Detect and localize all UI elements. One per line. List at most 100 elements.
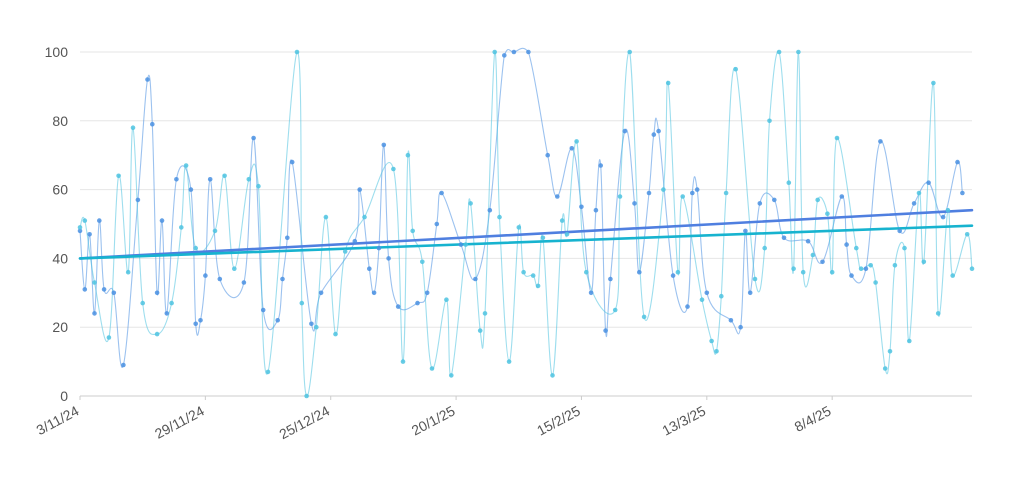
data-point: [665, 80, 671, 86]
point-layer: [77, 49, 975, 399]
data-point: [246, 177, 252, 182]
x-tick-label: 15/2/25: [534, 402, 583, 438]
series-layer: [79, 47, 973, 397]
data-point: [878, 139, 883, 144]
data-point: [670, 273, 676, 278]
data-point: [125, 269, 131, 275]
data-point: [164, 311, 170, 316]
data-point: [415, 300, 420, 306]
x-tick-label: 29/11/24: [152, 402, 207, 441]
data-point: [97, 218, 102, 223]
data-point: [289, 159, 295, 165]
data-point: [159, 218, 165, 223]
data-point: [357, 187, 363, 192]
data-point: [222, 173, 227, 179]
data-point: [767, 118, 772, 124]
data-point: [637, 269, 642, 275]
data-point: [82, 287, 88, 292]
data-point: [530, 273, 536, 278]
data-point: [641, 314, 647, 320]
data-point: [77, 225, 83, 230]
data-point: [154, 331, 160, 337]
data-point: [154, 290, 160, 296]
data-point: [680, 194, 685, 199]
data-point: [694, 187, 700, 192]
data-point: [844, 242, 849, 247]
data-point: [395, 304, 401, 309]
data-point: [627, 49, 632, 55]
data-point: [820, 259, 825, 265]
data-point: [747, 290, 753, 296]
y-tick-label: 0: [60, 388, 68, 404]
data-point: [352, 238, 358, 244]
data-point: [598, 163, 603, 168]
data-point: [106, 335, 112, 340]
data-point: [145, 77, 150, 82]
data-point: [333, 331, 338, 337]
data-point: [386, 256, 391, 261]
data-point: [116, 173, 121, 179]
data-point: [810, 252, 816, 258]
x-tick-label: 3/11/24: [34, 402, 82, 438]
data-point: [690, 190, 695, 196]
data-point: [323, 214, 329, 220]
data-point: [545, 152, 550, 158]
data-point: [632, 201, 637, 206]
data-point: [439, 190, 444, 196]
data-point: [280, 276, 285, 282]
data-point: [140, 300, 145, 306]
data-point: [540, 235, 546, 241]
data-point: [762, 245, 767, 251]
data-point: [719, 293, 724, 299]
data-point: [772, 197, 777, 203]
x-tick-label: 20/1/25: [409, 402, 458, 438]
data-point: [839, 194, 845, 199]
data-point: [275, 318, 281, 323]
data-point: [391, 166, 396, 172]
data-point: [367, 266, 372, 272]
x-tick-label: 25/12/24: [277, 402, 333, 442]
data-point: [482, 311, 488, 316]
data-point: [217, 276, 223, 282]
data-point: [241, 280, 247, 285]
data-point: [781, 235, 787, 241]
data-point: [309, 321, 314, 327]
data-point: [646, 190, 652, 196]
data-point: [805, 238, 811, 244]
data-point: [907, 338, 912, 344]
data-point: [829, 269, 835, 275]
data-point: [304, 393, 309, 399]
data-point: [815, 197, 820, 203]
data-point: [101, 287, 107, 292]
data-point: [473, 276, 478, 282]
data-point: [868, 263, 873, 268]
data-point: [174, 177, 179, 182]
data-point: [497, 214, 502, 220]
data-point: [555, 194, 560, 199]
data-point: [487, 207, 493, 213]
data-point: [940, 214, 946, 220]
data-point: [87, 232, 92, 237]
x-tick-label: 13/3/25: [659, 402, 708, 438]
data-point: [584, 269, 589, 275]
data-point: [381, 142, 387, 148]
data-point: [757, 201, 763, 206]
data-point: [193, 245, 198, 251]
data-point: [559, 218, 565, 223]
data-point: [699, 297, 705, 303]
data-point: [193, 321, 198, 327]
data-point: [911, 201, 917, 206]
data-point: [796, 49, 801, 55]
data-point: [265, 369, 271, 375]
data-point: [420, 259, 425, 265]
y-tick-label: 100: [45, 44, 69, 60]
data-point: [656, 128, 661, 134]
data-point: [603, 328, 608, 333]
y-tick-label: 40: [52, 250, 68, 266]
data-point: [183, 163, 189, 168]
data-point: [256, 183, 261, 189]
data-point: [150, 121, 155, 127]
data-point: [661, 187, 666, 192]
